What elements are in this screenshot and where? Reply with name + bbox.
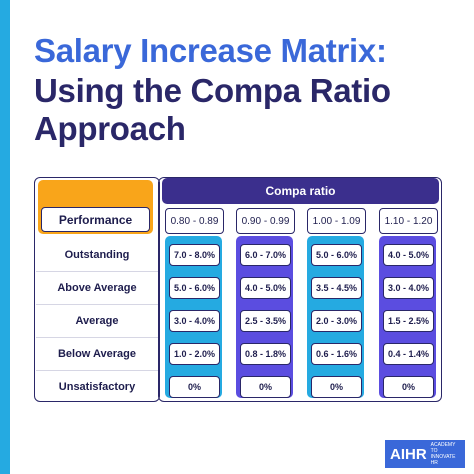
logo-tagline: ACADEMY TO INNOVATE HR [430, 442, 456, 466]
row-label: Average [75, 314, 119, 327]
performance-label: Performance [41, 207, 150, 232]
left-panel [34, 177, 160, 402]
matrix-cell: 0% [240, 376, 291, 398]
row-divider [36, 337, 158, 338]
column-group-header: Compa ratio [162, 178, 439, 204]
right-panel [158, 177, 442, 402]
logo-text: AIHR [390, 445, 427, 463]
row-label: Outstanding [64, 248, 130, 261]
title-line: Salary Increase Matrix: [34, 32, 387, 69]
matrix-cell: 1.5 - 2.5% [383, 310, 434, 332]
matrix-cell: 6.0 - 7.0% [240, 244, 291, 266]
matrix-cell: 3.0 - 4.0% [169, 310, 220, 332]
column-header: 1.10 - 1.20 [379, 208, 438, 234]
row-divider [36, 271, 158, 272]
row-label: Unsatisfactory [58, 380, 136, 393]
matrix-cell: 2.0 - 3.0% [311, 310, 362, 332]
column-header: 0.90 - 0.99 [236, 208, 295, 234]
column-header: 1.00 - 1.09 [307, 208, 366, 234]
matrix-cell: 0.8 - 1.8% [240, 343, 291, 365]
title-line: Approach [34, 110, 186, 147]
title-line: Using the Compa Ratio [34, 72, 391, 109]
logo: AIHR ACADEMY TO INNOVATE HR [385, 440, 465, 468]
matrix-cell: 3.5 - 4.5% [311, 277, 362, 299]
matrix-cell: 0.6 - 1.6% [311, 343, 362, 365]
column-header: 0.80 - 0.89 [165, 208, 224, 234]
row-label: Above Average [57, 281, 137, 294]
matrix-cell: 5.0 - 6.0% [311, 244, 362, 266]
row-divider [36, 370, 158, 371]
matrix-cell: 0% [169, 376, 220, 398]
matrix-cell: 3.0 - 4.0% [383, 277, 434, 299]
matrix-cell: 0% [311, 376, 362, 398]
matrix-cell: 7.0 - 8.0% [169, 244, 220, 266]
matrix-cell: 0% [383, 376, 434, 398]
side-bar [0, 0, 10, 474]
matrix-cell: 1.0 - 2.0% [169, 343, 220, 365]
matrix-cell: 5.0 - 6.0% [169, 277, 220, 299]
row-label: Below Average [57, 347, 137, 360]
matrix-cell: 4.0 - 5.0% [383, 244, 434, 266]
matrix-cell: 0.4 - 1.4% [383, 343, 434, 365]
matrix-cell: 4.0 - 5.0% [240, 277, 291, 299]
row-divider [36, 304, 158, 305]
matrix-cell: 2.5 - 3.5% [240, 310, 291, 332]
